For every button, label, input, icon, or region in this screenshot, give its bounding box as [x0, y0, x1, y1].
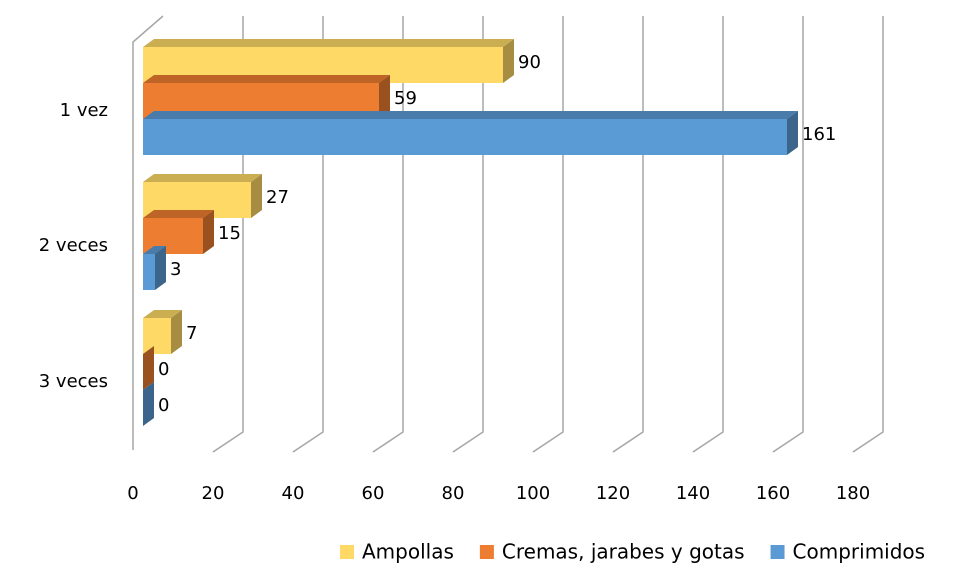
bar-top: [143, 174, 262, 182]
x-tick-label: 180: [836, 483, 870, 504]
bar-top: [143, 246, 166, 254]
bar-side: [379, 75, 390, 119]
bar-side: [143, 382, 154, 426]
data-label: 161: [802, 124, 836, 145]
grid-line: [852, 16, 884, 453]
bar-side: [503, 39, 514, 83]
grid-line: [532, 16, 564, 453]
bar: [143, 111, 798, 155]
x-tick-label: 60: [362, 483, 385, 504]
legend-label: Ampollas: [362, 540, 454, 564]
x-tick-label: 120: [596, 483, 630, 504]
bar: [143, 246, 166, 290]
grid-line: [772, 16, 804, 453]
bar: [143, 346, 154, 390]
x-tick-label: 100: [516, 483, 550, 504]
x-tick-label: 140: [676, 483, 710, 504]
x-tick-label: 0: [127, 483, 138, 504]
data-label: 59: [394, 88, 417, 109]
data-label: 0: [158, 359, 169, 380]
data-label: 15: [218, 223, 241, 244]
bar-side: [787, 111, 798, 155]
bar: [143, 310, 182, 354]
legend-label: Comprimidos: [793, 540, 926, 564]
legend-swatch: [770, 545, 785, 559]
legend-swatch: [340, 545, 354, 559]
bar-front: [143, 119, 787, 155]
bar-side: [203, 210, 214, 254]
bar-top: [143, 111, 798, 119]
data-label: 7: [186, 323, 197, 344]
bar-front: [143, 318, 171, 354]
x-tick-label: 40: [282, 483, 305, 504]
legend-swatch: [479, 545, 494, 559]
data-label: 0: [158, 395, 169, 416]
y-tick-label: 3 veces: [39, 371, 108, 392]
grid-line: [612, 16, 644, 453]
bar-top: [143, 210, 214, 218]
x-tick-label: 20: [202, 483, 225, 504]
grid-line: [132, 15, 164, 450]
bar-side: [171, 310, 182, 354]
y-tick-label: 2 veces: [39, 235, 108, 256]
bar-top: [143, 310, 182, 318]
bar-front: [143, 254, 155, 290]
bar-top: [143, 39, 514, 47]
data-label: 3: [170, 259, 181, 280]
x-tick-label: 160: [756, 483, 790, 504]
legend-label: Cremas, jarabes y gotas: [502, 540, 745, 564]
bar-top: [143, 75, 390, 83]
bar-side: [143, 346, 154, 390]
y-tick-label: 1 vez: [60, 100, 108, 121]
data-label: 90: [518, 52, 541, 73]
bar: [143, 382, 154, 426]
x-tick-label: 80: [442, 483, 465, 504]
bar-side: [155, 246, 166, 290]
grid-line: [692, 16, 724, 453]
bar-side: [251, 174, 262, 218]
data-label: 27: [266, 187, 289, 208]
